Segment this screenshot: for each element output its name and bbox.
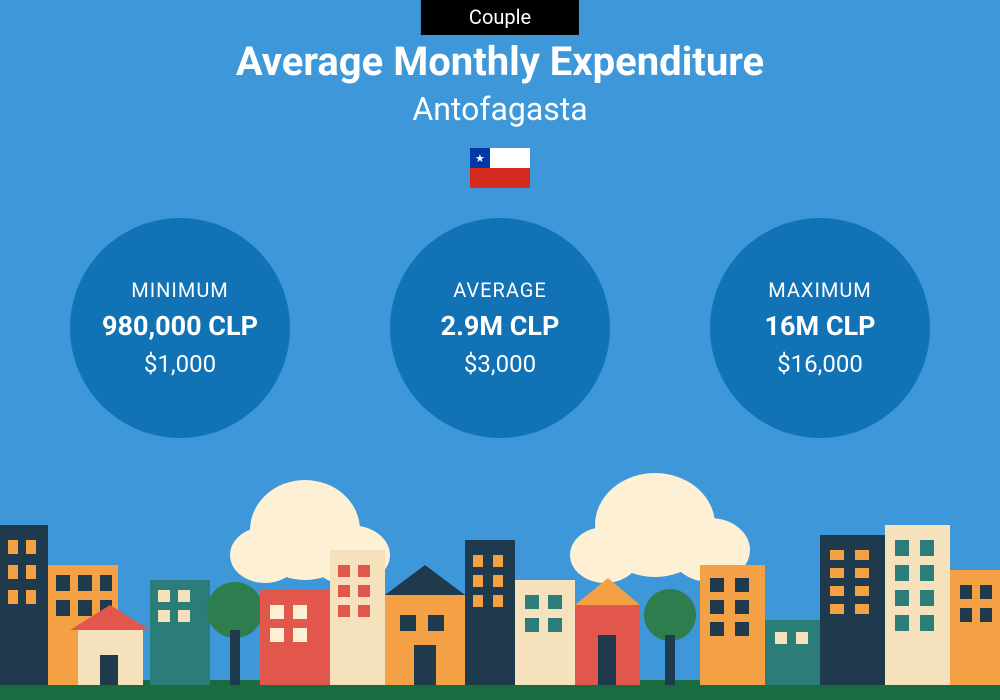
stat-label: MINIMUM [131, 278, 229, 302]
page-title: Average Monthly Expenditure [0, 38, 1000, 85]
cityscape-illustration [0, 470, 1000, 700]
stat-label: AVERAGE [453, 278, 547, 302]
chile-flag-icon: ★ [470, 148, 530, 188]
stat-usd-value: $1,000 [144, 350, 216, 378]
stat-label: MAXIMUM [768, 278, 872, 302]
stat-local-value: 980,000 CLP [102, 310, 258, 342]
stat-usd-value: $3,000 [464, 350, 536, 378]
stat-local-value: 16M CLP [764, 310, 875, 342]
stat-minimum: MINIMUM 980,000 CLP $1,000 [70, 218, 290, 438]
stat-maximum: MAXIMUM 16M CLP $16,000 [710, 218, 930, 438]
category-badge: Couple [421, 0, 579, 35]
stat-usd-value: $16,000 [777, 350, 863, 378]
flag-star-icon: ★ [470, 148, 490, 168]
stat-average: AVERAGE 2.9M CLP $3,000 [390, 218, 610, 438]
stats-row: MINIMUM 980,000 CLP $1,000 AVERAGE 2.9M … [0, 218, 1000, 438]
stat-local-value: 2.9M CLP [441, 310, 560, 342]
location-subtitle: Antofagasta [0, 90, 1000, 128]
